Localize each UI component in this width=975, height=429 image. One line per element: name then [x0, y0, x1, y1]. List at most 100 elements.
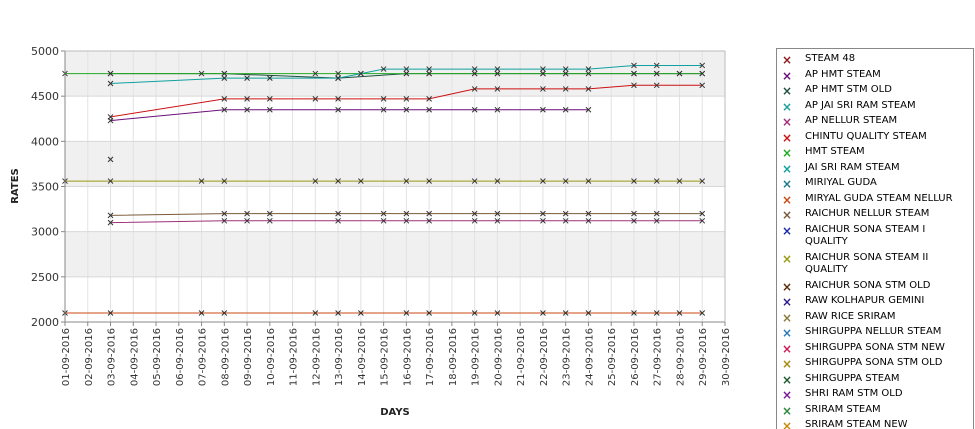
legend-marker-icon: ×	[781, 326, 793, 340]
legend-marker-icon: ×	[781, 161, 793, 176]
data-point	[244, 210, 250, 217]
data-point	[562, 66, 569, 72]
legend-label: HMT STEAM	[805, 146, 865, 157]
series-markers	[62, 62, 706, 316]
data-point	[107, 310, 114, 316]
data-point	[335, 210, 341, 217]
data-point	[335, 70, 341, 77]
data-point	[221, 310, 228, 316]
x-tick-label: 20-09-2016	[493, 328, 504, 386]
legend-label: CHINTU QUALITY STEAM	[805, 130, 927, 142]
x-tick-label: 28-09-2016	[675, 328, 686, 386]
data-point	[699, 178, 706, 184]
data-point	[403, 96, 410, 102]
legend-marker-icon: ×	[781, 146, 793, 160]
legend-label: SRIRAM STEAM	[805, 403, 881, 415]
data-point	[494, 217, 501, 224]
data-point	[653, 62, 660, 69]
plot-band	[65, 276, 725, 322]
data-point	[471, 210, 478, 217]
data-point	[380, 106, 387, 113]
x-axis-label: DAYS	[380, 407, 410, 418]
data-point	[494, 106, 501, 113]
data-point	[312, 96, 319, 102]
data-point	[266, 210, 273, 217]
legend-label: RAW KOLHAPUR GEMINI	[805, 295, 925, 306]
data-point	[631, 210, 637, 217]
x-tick-label: 06-09-2016	[175, 328, 186, 386]
plot-band	[65, 186, 725, 232]
data-point	[585, 178, 592, 184]
x-tick-label: 15-09-2016	[380, 328, 391, 386]
data-point	[426, 106, 432, 113]
x-tick-label: 03-09-2016	[107, 328, 118, 386]
legend-label: JAI SRI RAM STEAM	[805, 161, 900, 173]
data-point	[676, 178, 683, 184]
legend-marker-icon: ×	[781, 208, 793, 222]
data-point	[562, 70, 569, 77]
x-tick-label: 14-09-2016	[357, 328, 368, 386]
legend-label: RAICHUR SONA STEAM II QUALITY	[805, 251, 929, 275]
legend-label: SHIRGUPPA SONA STM NEW	[805, 341, 945, 353]
data-point	[585, 217, 592, 224]
legend-label: SHIRGUPPA NELLUR STEAM	[805, 326, 942, 337]
data-point	[699, 62, 706, 69]
data-point	[107, 114, 114, 120]
y-tick-label: 4000	[31, 135, 59, 148]
data-point	[494, 86, 501, 92]
data-point	[107, 156, 114, 163]
legend-label: RAW RICE SRIRAM	[805, 310, 896, 322]
data-point	[403, 217, 410, 224]
legend-label: AP JAI SRI RAM STEAM	[805, 99, 916, 111]
data-point	[540, 217, 546, 224]
y-tick-label: 3500	[31, 181, 59, 194]
x-tick-label: 11-09-2016	[289, 328, 300, 386]
data-point	[562, 86, 569, 92]
legend-label: SHIRGUPPA STEAM	[805, 372, 900, 384]
data-point	[312, 178, 319, 184]
plot-band	[65, 231, 725, 277]
legend-label: SHRI RAM STM OLD	[805, 388, 903, 399]
data-point	[335, 106, 341, 113]
x-tick-label: 07-09-2016	[198, 328, 209, 386]
data-point	[244, 96, 250, 102]
legend-marker-icon: ×	[781, 279, 793, 294]
legend-marker-icon: ×	[781, 53, 793, 67]
x-tick-label: 05-09-2016	[152, 328, 163, 386]
data-point	[540, 210, 546, 217]
data-point	[107, 219, 114, 226]
legend-label: AP HMT STEAM	[805, 68, 881, 80]
data-point	[358, 310, 364, 316]
data-point	[631, 217, 637, 224]
legend-marker-icon: ×	[781, 192, 793, 207]
data-point	[221, 106, 228, 113]
x-tick-label: 29-09-2016	[698, 328, 709, 386]
data-point	[494, 70, 501, 77]
legend-marker-icon: ×	[781, 223, 793, 238]
data-point	[426, 217, 432, 224]
data-point	[562, 310, 569, 316]
legend-marker-icon: ×	[781, 84, 793, 98]
data-point	[540, 310, 546, 316]
data-point	[107, 212, 114, 219]
data-point	[380, 217, 387, 224]
data-point	[540, 106, 546, 113]
data-point	[585, 70, 592, 77]
legend-marker-icon: ×	[781, 115, 793, 129]
legend-marker-icon: ×	[781, 251, 793, 266]
legend-label: RAICHUR NELLUR STEAM	[805, 208, 930, 219]
y-tick-label: 5000	[31, 45, 59, 58]
legend-marker-icon: ×	[781, 341, 793, 356]
grid-lines	[64, 50, 726, 323]
data-point	[221, 75, 228, 81]
x-tick-label: 25-09-2016	[607, 328, 618, 386]
data-point	[335, 217, 341, 224]
data-point	[426, 70, 432, 77]
data-point	[403, 310, 410, 316]
x-tick-labels: 01-09-2016 02-09-2016 03-09-2016 04-09-2016…	[61, 322, 732, 386]
data-point	[471, 178, 478, 184]
data-point	[107, 80, 114, 87]
x-tick-label: 17-09-2016	[425, 328, 436, 386]
data-point	[312, 310, 319, 316]
x-tick-label: 04-09-2016	[129, 328, 140, 386]
